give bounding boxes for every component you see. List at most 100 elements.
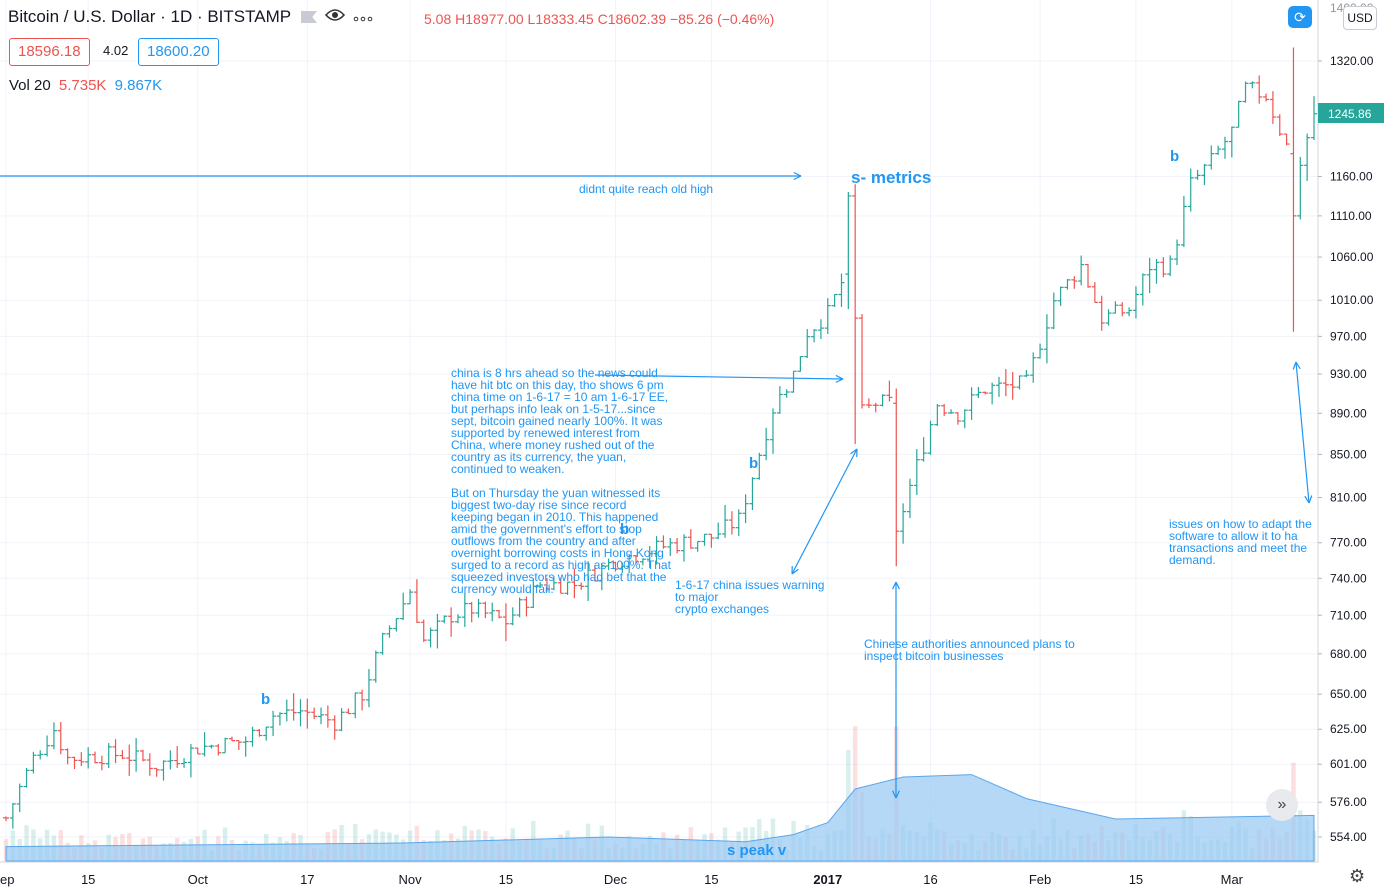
ohlc-bar — [783, 389, 790, 398]
annotation-china-warning[interactable]: 1-6-17 china issues warning to major cry… — [675, 578, 825, 616]
annotation-b-dec[interactable]: b — [749, 455, 759, 472]
ohlc-bar — [502, 603, 509, 642]
ohlc-bar — [982, 391, 989, 395]
ohlc-bar — [386, 625, 393, 638]
ohlc-bar — [687, 529, 694, 549]
ohlc-bar — [222, 737, 229, 754]
ohlc-bar — [290, 693, 297, 721]
ohlc-bar — [605, 558, 612, 571]
ohlc-bar — [372, 650, 379, 683]
ohlc-bar — [1167, 255, 1174, 277]
ohlc-bar — [1283, 133, 1290, 146]
ohlc-bar — [1016, 375, 1023, 390]
ohlc-bar — [331, 715, 338, 740]
volume-bar — [10, 830, 16, 861]
ohlc-bar — [352, 692, 359, 719]
ohlc-bar — [571, 568, 578, 599]
ohlc-bar — [598, 563, 605, 591]
last-price-marker: 1245.86 — [1318, 103, 1384, 123]
ohlc-bar — [1249, 81, 1256, 89]
more-icon[interactable] — [353, 9, 373, 26]
annotation-china-ahead[interactable]: china is 8 hrs ahead so the news could h… — [451, 366, 671, 596]
ohlc-bar — [1064, 279, 1071, 290]
spread-value: 4.02 — [103, 43, 129, 58]
gear-icon[interactable]: ⚙ — [1349, 866, 1366, 886]
ohlc-bar — [146, 753, 153, 776]
ohlc-bar — [749, 477, 756, 511]
ohlc-bar — [1311, 96, 1317, 141]
arrow-old-high[interactable] — [0, 171, 802, 181]
annotation-s-metrics[interactable]: s- metrics — [851, 168, 932, 187]
time-tick-label: Mar — [1221, 872, 1244, 887]
ohlc-bar — [201, 732, 208, 757]
sell-price-button[interactable]: 18596.18 — [9, 38, 90, 66]
ohlc-bar — [208, 744, 215, 749]
ohlc-bar — [98, 755, 105, 771]
ohlc-bar — [763, 427, 770, 461]
annotation-b-oct[interactable]: b — [261, 691, 271, 708]
ohlc-bar — [1153, 258, 1160, 284]
ohlc-bars — [3, 47, 1317, 829]
ohlc-bar — [133, 738, 140, 772]
annotation-b-feb[interactable]: b — [1170, 148, 1180, 165]
flag-icon[interactable] — [301, 11, 318, 23]
ohlc-bar — [1256, 75, 1263, 104]
ohlc-bar — [701, 533, 708, 546]
ohlc-bar — [1269, 91, 1276, 124]
annotation-issues-adapt[interactable]: issues on how to adapt the software to a… — [1169, 517, 1312, 567]
arrow-china-ahead[interactable] — [594, 374, 844, 383]
price-tick-label: 1160.00 — [1330, 169, 1373, 183]
ohlc-bar — [1228, 126, 1235, 158]
volume-bar — [44, 829, 50, 861]
price-tick-label: 576.00 — [1330, 795, 1367, 809]
ohlc-bar — [365, 669, 372, 708]
arrow-china-warning[interactable] — [791, 448, 858, 575]
volume-bar — [31, 829, 36, 861]
ohlc-bar — [420, 619, 427, 643]
ohlc-bar — [660, 535, 667, 549]
volume-ma-area — [5, 774, 1315, 862]
ohlc-bar — [591, 564, 598, 582]
ohlc-bar — [1304, 133, 1311, 181]
ohlc-bar — [906, 478, 913, 519]
currency-button[interactable]: USD — [1343, 6, 1377, 30]
ohlc-bar — [92, 751, 99, 764]
ohlc-bar — [811, 329, 818, 343]
price-axis: 554.00 576.00 601.00 625.00 650.00 680.00 710.… — [1318, 1, 1374, 844]
ohlc-bar — [297, 699, 304, 727]
ohlc-bar — [1276, 114, 1283, 137]
ohlc-bar — [160, 760, 167, 781]
ohlc-bar — [509, 607, 516, 626]
price-tick-label: 601.00 — [1330, 757, 1367, 771]
annotation-chinese-authorities[interactable]: Chinese authorities announced plans to i… — [864, 637, 1075, 663]
arrow-authorities[interactable] — [891, 581, 901, 799]
ohlc-bar — [516, 597, 523, 618]
ohlc-bar — [626, 554, 633, 573]
ohlc-bar — [174, 746, 181, 768]
scroll-to-realtime-icon[interactable]: » — [1266, 789, 1298, 821]
ohlc-bar — [85, 747, 92, 769]
arrow-issues[interactable] — [1292, 361, 1313, 504]
ohlc-bar — [1180, 195, 1187, 248]
annotation-old-high[interactable]: didnt quite reach old high — [579, 182, 714, 196]
ohlc-bar — [304, 698, 311, 729]
ohlc-bar — [448, 607, 455, 637]
refresh-icon[interactable]: ⟳ — [1288, 6, 1312, 28]
ohlc-bar — [941, 404, 948, 417]
ohlc-bar — [1078, 255, 1085, 286]
buy-price-button[interactable]: 18600.20 — [138, 38, 219, 66]
volume-value-ma: 9.867K — [114, 77, 163, 94]
symbol-title[interactable]: Bitcoin / U.S. Dollar · 1D · BITSTAMP — [8, 7, 292, 26]
ohlc-bar — [900, 503, 907, 544]
annotation-s-peak[interactable]: s peak v — [727, 842, 787, 859]
ohlc-readout: 5.08 H18977.00 L18333.45 C18602.39 −85.2… — [424, 11, 775, 27]
price-tick-label: 1010.00 — [1330, 293, 1374, 307]
eye-icon[interactable] — [325, 8, 346, 26]
volume-legend[interactable]: Vol 20 5.735K 9.867K — [9, 77, 162, 94]
ohlc-bar — [1187, 168, 1194, 212]
ohlc-bar — [187, 744, 194, 778]
ohlc-bar — [276, 712, 283, 726]
ohlc-bar — [119, 750, 126, 760]
annotation-b-mid[interactable]: b — [620, 521, 630, 538]
